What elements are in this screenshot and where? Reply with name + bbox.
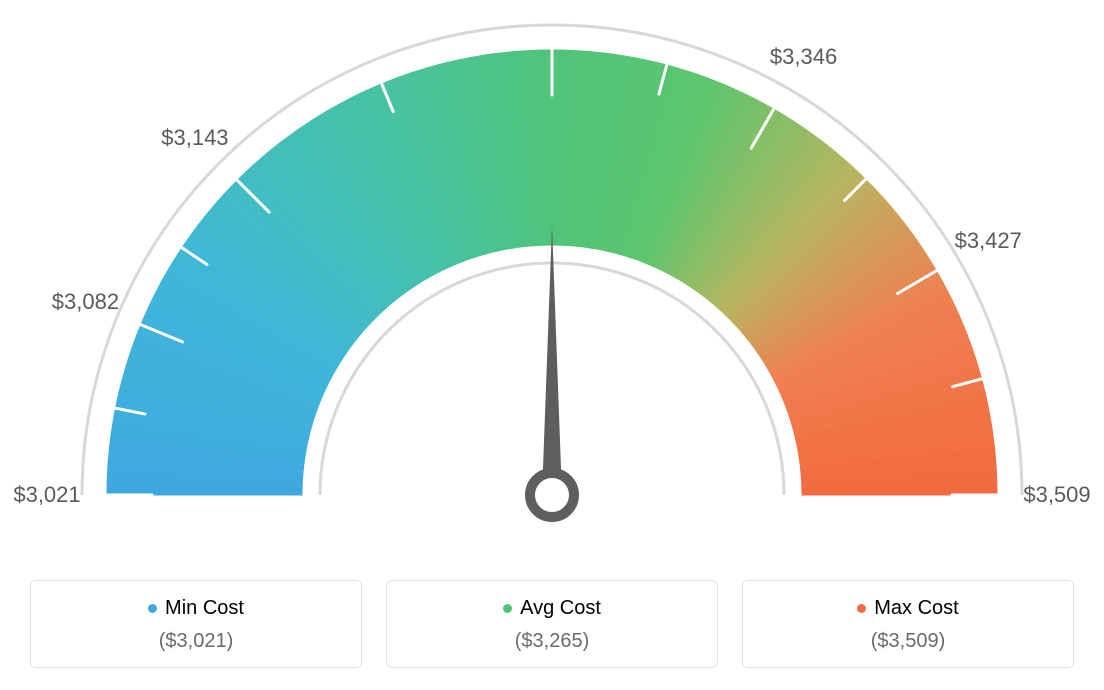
gauge-tick-label: $3,143 [161,125,228,151]
cost-gauge-widget: $3,021 $3,082 $3,143 $3,265 $3,346 $3,427 $3,5… [0,0,1104,690]
legend-row: Min Cost ($3,021) Avg Cost ($3,265) Max … [30,580,1074,668]
dot-icon [857,604,866,613]
dot-icon [503,604,512,613]
legend-title-text: Min Cost [165,597,244,620]
legend-value-avg: ($3,265) [397,630,707,653]
gauge-tick-label: $3,082 [52,289,119,315]
gauge-tick-label: $3,346 [770,44,837,70]
legend-title-text: Max Cost [874,597,958,620]
gauge-tick-label: $3,021 [13,482,80,508]
legend-value-max: ($3,509) [753,630,1063,653]
legend-title-avg: Avg Cost [503,597,601,620]
dot-icon [148,604,157,613]
legend-title-max: Max Cost [857,597,958,620]
legend-card-min: Min Cost ($3,021) [30,580,362,668]
gauge-tick-label: $3,265 [518,0,585,3]
legend-title-text: Avg Cost [520,597,601,620]
gauge-svg [0,0,1104,560]
legend-card-avg: Avg Cost ($3,265) [386,580,718,668]
gauge-tick-label: $3,509 [1023,482,1090,508]
gauge-tick-label: $3,427 [955,228,1022,254]
legend-value-min: ($3,021) [41,630,351,653]
legend-card-max: Max Cost ($3,509) [742,580,1074,668]
legend-title-min: Min Cost [148,597,244,620]
gauge-chart: $3,021 $3,082 $3,143 $3,265 $3,346 $3,427 $3,5… [0,0,1104,560]
